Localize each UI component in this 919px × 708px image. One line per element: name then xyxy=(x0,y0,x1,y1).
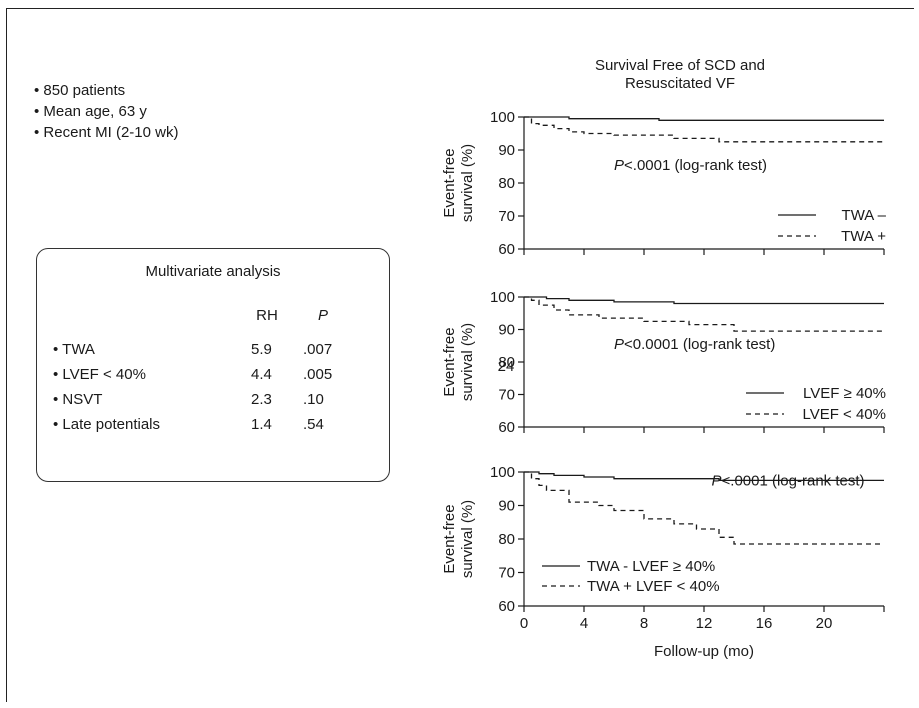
chart-title-line: Survival Free of SCD and xyxy=(594,57,766,74)
row-p: .007 xyxy=(303,341,333,358)
legend-label: TWA – xyxy=(842,207,887,224)
row-rh: 5.9 xyxy=(251,341,272,358)
x-axis-label: Follow-up (mo) xyxy=(654,643,754,660)
y-tick-label: 90 xyxy=(498,498,515,515)
series-line xyxy=(524,471,884,482)
y-tick-label: 80 xyxy=(498,175,515,192)
multivariate-analysis-box: Multivariate analysis RH P • TWA 5.9 .00… xyxy=(36,248,390,482)
row-p: .10 xyxy=(303,391,324,408)
row-p: .005 xyxy=(303,366,333,383)
legend-label: LVEF < 40% xyxy=(802,406,886,423)
log-rank-annotation: P<.0001 (log-rank test) xyxy=(614,157,767,174)
y-axis-label: Event-free survival (%) xyxy=(441,500,476,578)
x-tick-label: 12 xyxy=(696,615,713,632)
series-line xyxy=(524,471,884,545)
log-rank-annotation: P<0.0001 (log-rank test) xyxy=(614,336,775,353)
summary-item: • Mean age, 63 y xyxy=(34,103,147,120)
y-axis-label-line: Event-free xyxy=(441,148,458,217)
y-tick-label: 100 xyxy=(490,464,515,481)
p-header: P xyxy=(317,307,328,324)
row-p: .54 xyxy=(303,416,324,433)
y-axis-label-line: Event-free xyxy=(441,504,458,573)
y-tick-label: 70 xyxy=(498,208,515,225)
legend-label: LVEF ≥ 40% xyxy=(803,385,886,402)
row-label: • Late potentials xyxy=(53,416,160,433)
legend-label: TWA + xyxy=(841,228,886,245)
y-axis-label-line: survival (%) xyxy=(459,323,476,401)
rh-header: RH xyxy=(256,307,278,324)
summary-item: • Recent MI (2-10 wk) xyxy=(34,124,179,141)
series-line xyxy=(524,296,884,305)
y-axis-label-line: survival (%) xyxy=(459,500,476,578)
y-tick-label: 80 xyxy=(498,354,515,371)
summary-item: • 850 patients xyxy=(34,82,126,99)
summary-text: Mean age, 63 y xyxy=(43,103,147,120)
row-label-text: NSVT xyxy=(62,391,103,408)
y-tick-label: 70 xyxy=(498,565,515,582)
x-tick-label: 8 xyxy=(640,615,648,632)
y-axis-label-line: Event-free xyxy=(441,327,458,396)
series-line xyxy=(524,296,884,332)
stray-label: 24 xyxy=(498,358,515,375)
row-label: • LVEF < 40% xyxy=(53,366,146,383)
y-tick-label: 80 xyxy=(498,531,515,548)
y-tick-label: 60 xyxy=(498,419,515,436)
row-label-text: LVEF < 40% xyxy=(62,366,146,383)
legend-label: TWA + LVEF < 40% xyxy=(587,578,720,595)
y-tick-label: 100 xyxy=(490,109,515,126)
row-rh: 4.4 xyxy=(251,366,272,383)
y-tick-label: 60 xyxy=(498,241,515,258)
y-tick-label: 90 xyxy=(498,142,515,159)
y-tick-label: 70 xyxy=(498,387,515,404)
y-tick-label: 60 xyxy=(498,598,515,615)
x-tick-label: 0 xyxy=(520,615,528,632)
legend-label: TWA - LVEF ≥ 40% xyxy=(587,558,715,575)
row-rh: 1.4 xyxy=(251,416,272,433)
x-tick-label: 16 xyxy=(756,615,773,632)
y-axis-label-line: survival (%) xyxy=(459,144,476,222)
summary-text: Recent MI (2-10 wk) xyxy=(43,124,179,141)
y-tick-label: 100 xyxy=(490,289,515,306)
y-tick-label: 90 xyxy=(498,322,515,339)
y-axis-label: Event-free survival (%) xyxy=(441,323,476,401)
chart-title-line: Resuscitated VF xyxy=(624,75,736,92)
multivariate-title: Multivariate analysis xyxy=(145,263,281,280)
chart-title: Survival Free of SCD and Resuscitated VF xyxy=(530,57,830,93)
x-tick-label: 4 xyxy=(580,615,588,632)
figure-frame xyxy=(6,8,914,702)
series-line xyxy=(524,116,884,143)
row-rh: 2.3 xyxy=(251,391,272,408)
x-tick-label: 20 xyxy=(816,615,833,632)
row-label-text: TWA xyxy=(62,341,95,358)
row-label: • NSVT xyxy=(53,391,103,408)
row-label: • TWA xyxy=(53,341,95,358)
y-axis-label: Event-free survival (%) xyxy=(441,144,476,222)
series-line xyxy=(524,116,884,121)
summary-text: 850 patients xyxy=(43,82,126,99)
row-label-text: Late potentials xyxy=(62,416,160,433)
patient-summary-list: • 850 patients • Mean age, 63 y • Recent… xyxy=(34,80,178,143)
